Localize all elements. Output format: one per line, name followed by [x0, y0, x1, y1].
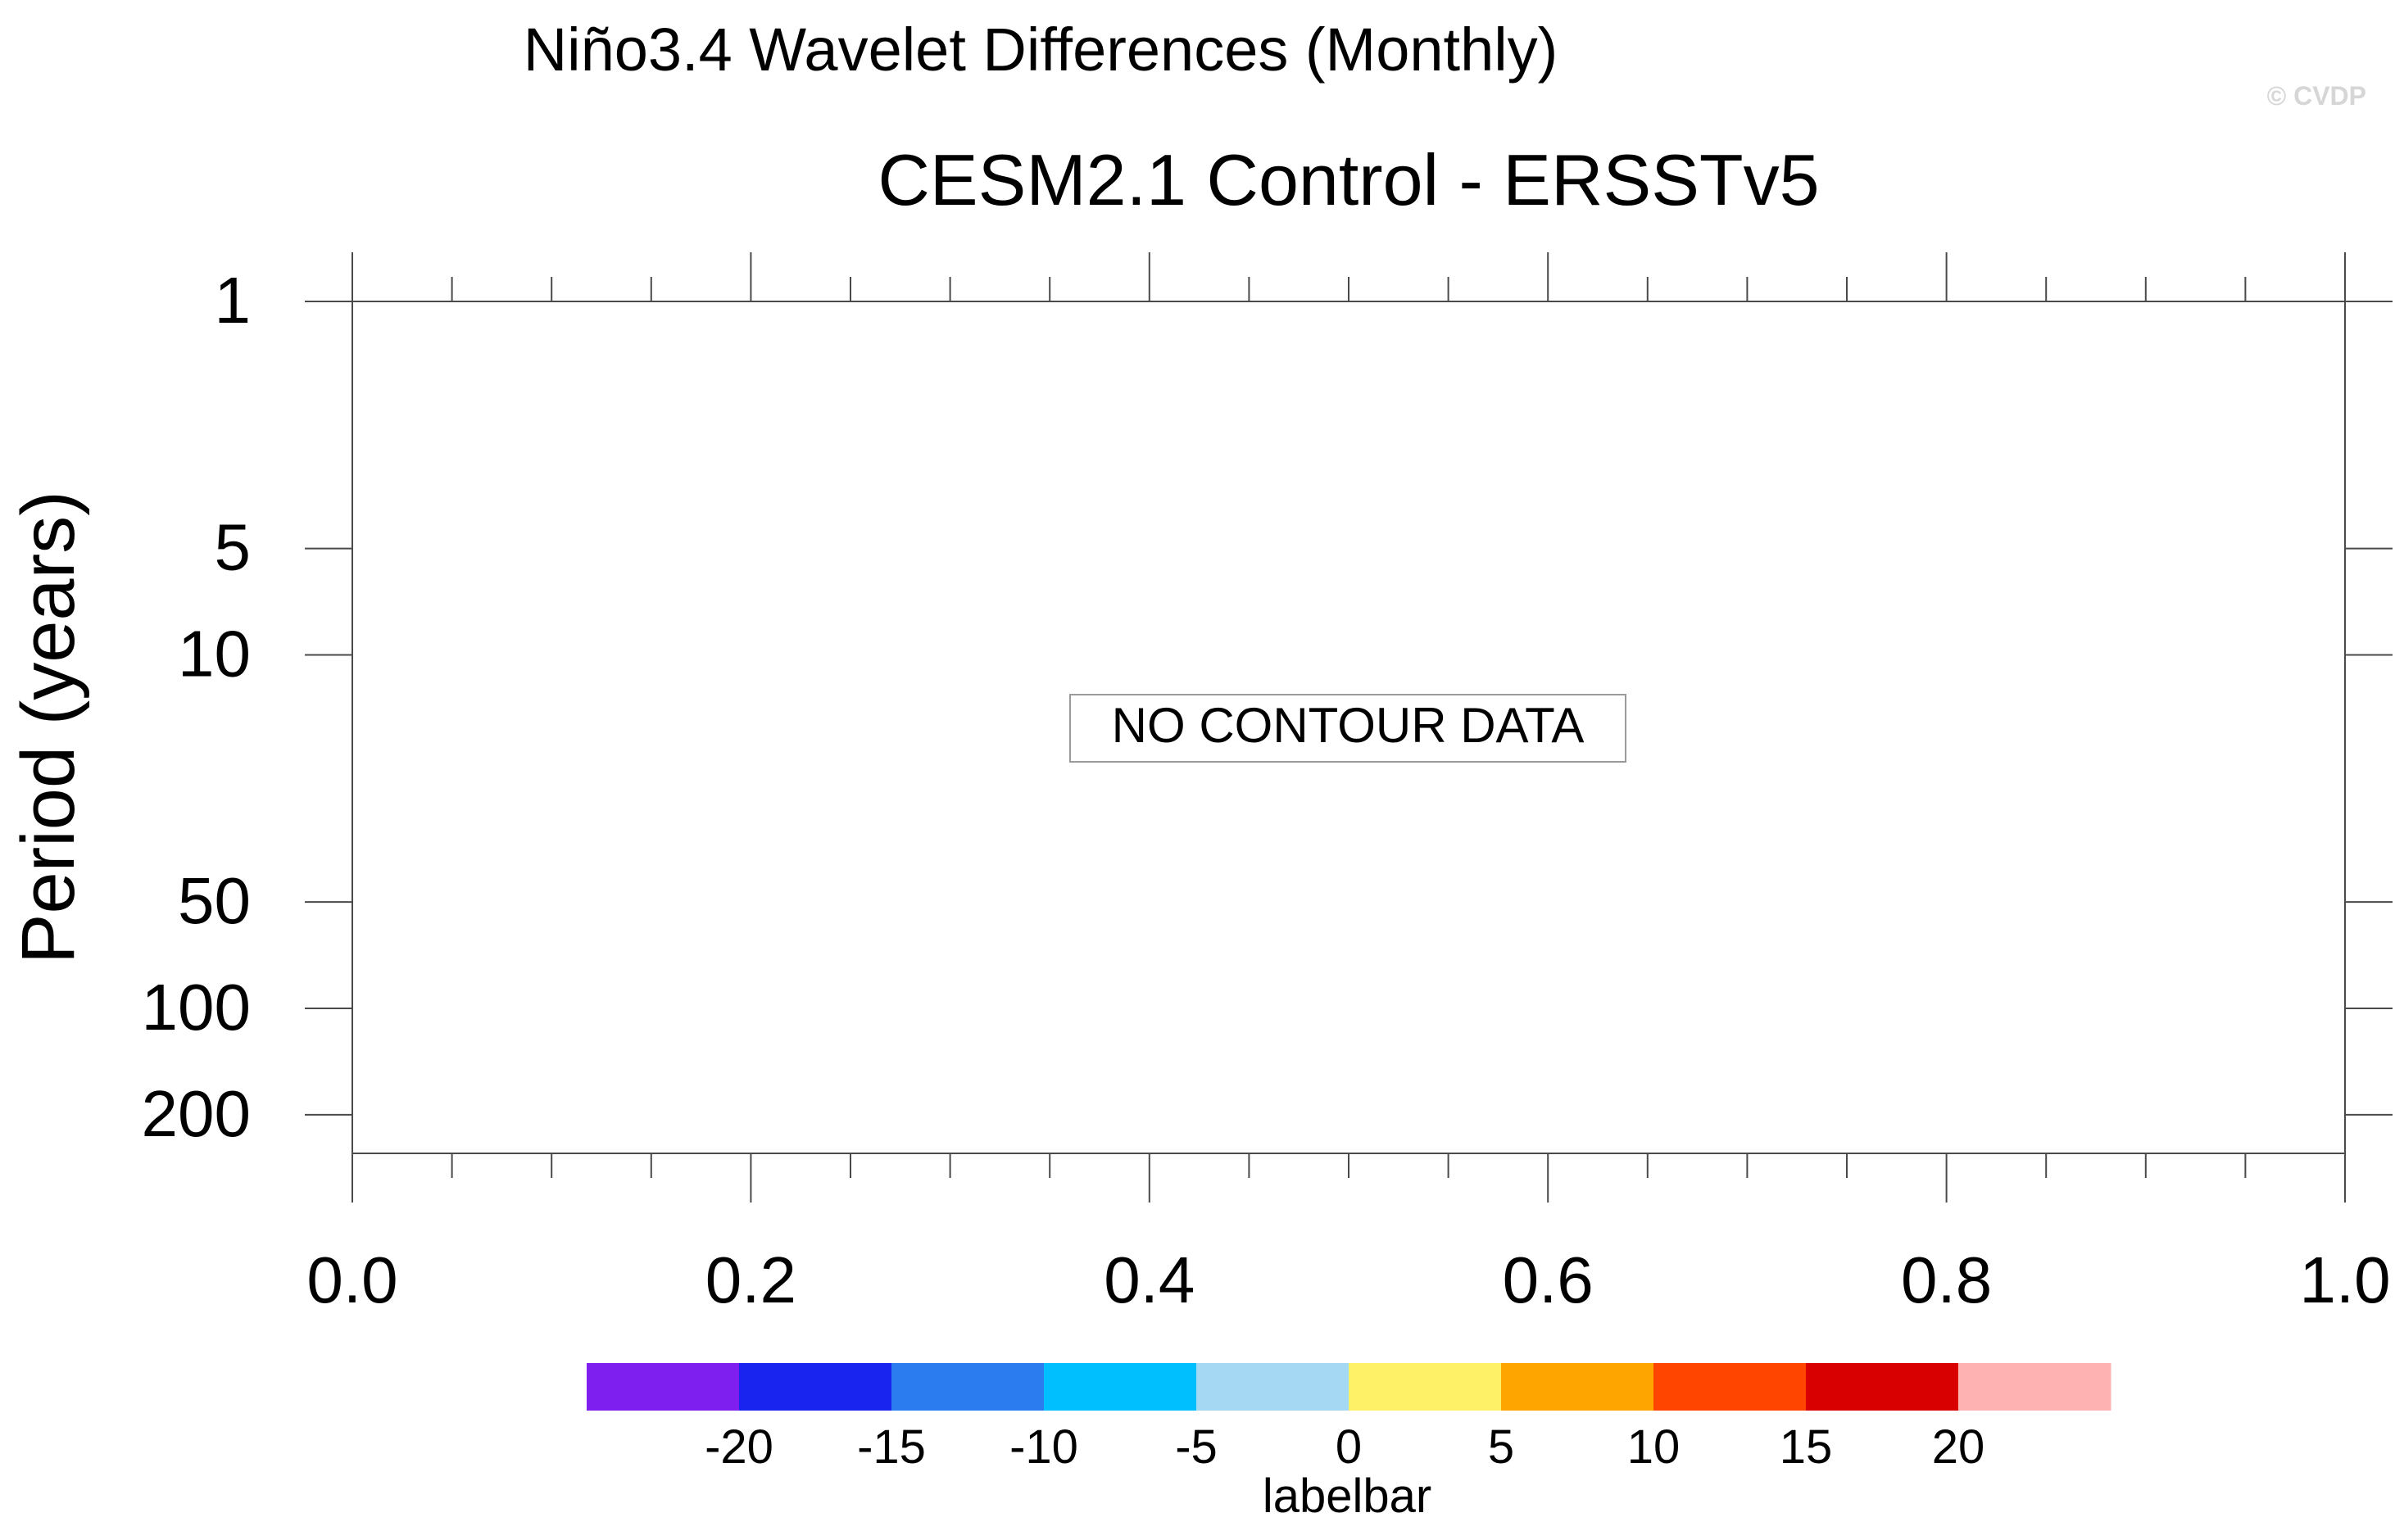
colorbar-box	[1349, 1363, 1502, 1411]
colorbar-tick-label: 10	[1627, 1420, 1681, 1474]
colorbar-box	[739, 1363, 892, 1411]
y-tick-label: 100	[142, 971, 251, 1044]
x-tick-label: 0.6	[1503, 1243, 1594, 1316]
x-tick-label: 0.4	[1104, 1243, 1195, 1316]
no-data-text: NO CONTOUR DATA	[1112, 698, 1585, 753]
colorbar-tick-label: 5	[1488, 1420, 1514, 1474]
x-tick-label: 0.2	[705, 1243, 796, 1316]
colorbar-box	[1806, 1363, 1959, 1411]
colorbar-tick-label: -10	[1009, 1420, 1078, 1474]
colorbar-box	[1044, 1363, 1197, 1411]
chart-title: Niño3.4 Wavelet Differences (Monthly)	[524, 16, 1558, 84]
y-axis-label: Period (years)	[7, 491, 90, 964]
y-tick-label: 10	[178, 618, 251, 691]
x-tick-label: 0.0	[306, 1243, 397, 1316]
y-tick-label: 50	[178, 864, 251, 937]
no-data-box	[1069, 694, 1626, 763]
y-tick-label: 5	[215, 511, 252, 584]
y-axis-ticks: 1 5 10 50 100 200	[142, 264, 2393, 1150]
x-tick-label: 0.8	[1901, 1243, 1992, 1316]
colorbar-tick-label: -5	[1175, 1420, 1218, 1474]
colorbar-tick-label: -15	[857, 1420, 926, 1474]
x-tick-label: 1.0	[2299, 1243, 2390, 1316]
colorbar-label: labelbar	[1263, 1470, 1431, 1523]
colorbar-box	[1501, 1363, 1654, 1411]
colorbar-box	[891, 1363, 1045, 1411]
colorbar-box	[587, 1363, 740, 1411]
y-tick-label: 1	[215, 264, 252, 337]
chart-subtitle: CESM2.1 Control - ERSSTv5	[878, 139, 1819, 220]
colorbar-tick-label: 0	[1336, 1420, 1362, 1474]
x-axis-ticks: 0.0 0.2 0.4 0.6 0.8 1.0	[306, 252, 2391, 1316]
colorbar-tick-label: -20	[705, 1420, 773, 1474]
colorbar-box	[1958, 1363, 2111, 1411]
colorbar-box	[1653, 1363, 1807, 1411]
colorbar: -20 -15 -10 -5 0 5 10 15 20	[587, 1363, 2111, 1474]
colorbar-tick-label: 15	[1780, 1420, 1833, 1474]
colorbar-tick-label: 20	[1932, 1420, 1985, 1474]
y-tick-label: 200	[142, 1077, 251, 1150]
watermark: © CVDP	[2267, 81, 2366, 111]
colorbar-box	[1196, 1363, 1349, 1411]
no-data-message: NO CONTOUR DATA	[1069, 694, 1626, 763]
